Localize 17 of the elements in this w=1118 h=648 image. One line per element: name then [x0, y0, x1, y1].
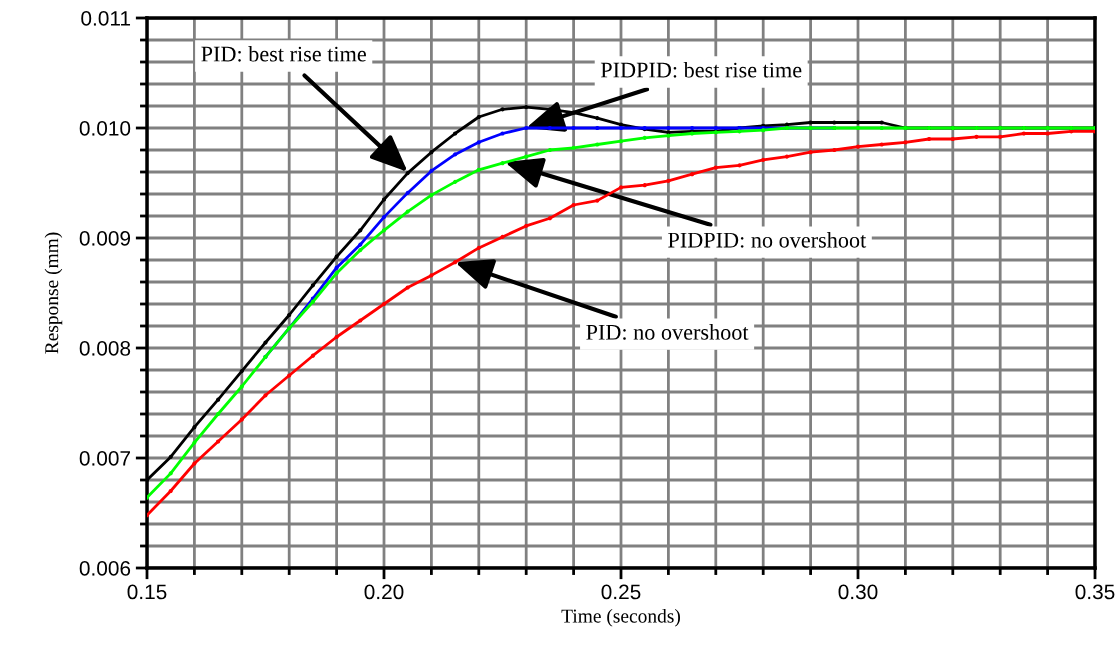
y-tick-label: 0.009 — [79, 231, 131, 246]
y-tick-label: 0.006 — [79, 561, 131, 576]
y-tick-label: 0.011 — [81, 11, 131, 26]
x-tick-label: 0.25 — [601, 584, 641, 600]
y-tick-label: 0.008 — [79, 341, 131, 356]
annotation: PID: no overshoot — [586, 324, 749, 340]
annotation: PIDPID: best rise time — [600, 61, 802, 78]
x-tick-label: 0.30 — [838, 584, 878, 600]
annotation: PID: best rise time — [201, 45, 366, 62]
y-tick-label: 0.010 — [79, 121, 131, 136]
x-tick-label: 0.35 — [1075, 584, 1115, 600]
x-axis-title: Time (seconds) — [561, 608, 681, 627]
x-tick-label: 0.15 — [127, 584, 167, 600]
x-tick-label: 0.20 — [364, 584, 404, 600]
y-axis-title: Response (mm) — [44, 232, 63, 354]
y-tick-label: 0.007 — [79, 451, 130, 466]
annotation: PIDPID: no overshoot — [668, 232, 867, 248]
